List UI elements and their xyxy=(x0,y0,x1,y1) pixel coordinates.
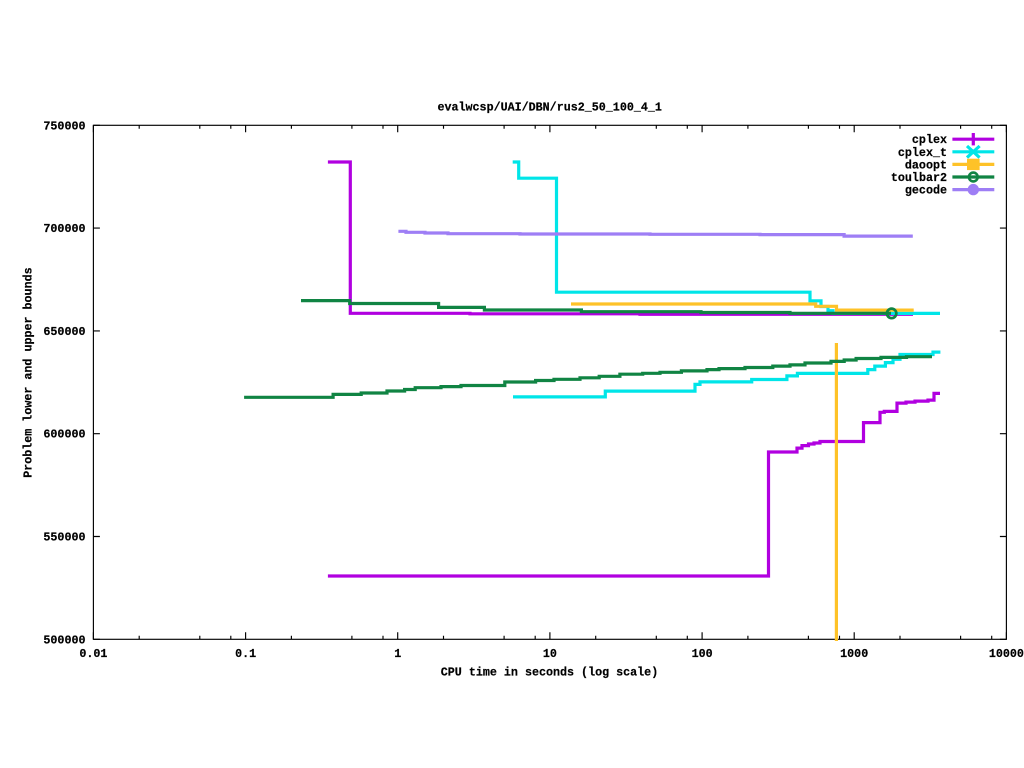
svg-text:gecode: gecode xyxy=(905,184,947,198)
svg-text:daoopt: daoopt xyxy=(905,158,947,172)
svg-text:0.01: 0.01 xyxy=(79,647,107,661)
svg-text:0.1: 0.1 xyxy=(235,647,256,661)
svg-text:100: 100 xyxy=(692,647,713,661)
svg-text:Problem lower and upper bounds: Problem lower and upper bounds xyxy=(22,267,36,477)
svg-text:toulbar2: toulbar2 xyxy=(891,171,947,185)
svg-text:10: 10 xyxy=(543,647,557,661)
svg-text:CPU time in seconds (log scale: CPU time in seconds (log scale) xyxy=(441,666,658,680)
svg-text:evalwcsp/UAI/DBN/rus2_50_100_4: evalwcsp/UAI/DBN/rus2_50_100_4_1 xyxy=(437,101,661,115)
svg-text:600000: 600000 xyxy=(43,428,85,442)
svg-text:700000: 700000 xyxy=(43,222,85,236)
svg-text:cplex_t: cplex_t xyxy=(898,146,947,160)
svg-text:750000: 750000 xyxy=(43,119,85,133)
svg-text:10000: 10000 xyxy=(989,647,1024,661)
svg-text:cplex: cplex xyxy=(912,133,947,147)
svg-text:500000: 500000 xyxy=(43,633,85,647)
svg-text:1: 1 xyxy=(394,647,401,661)
svg-text:650000: 650000 xyxy=(43,325,85,339)
svg-text:1000: 1000 xyxy=(840,647,868,661)
svg-text:550000: 550000 xyxy=(43,531,85,545)
